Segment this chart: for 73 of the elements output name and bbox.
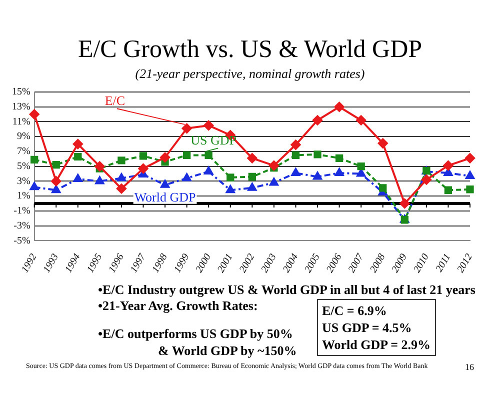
chart-subtitle: (21-year perspective, nominal growth rates) xyxy=(134,66,366,82)
point xyxy=(29,109,40,120)
point xyxy=(139,152,148,160)
point xyxy=(118,156,126,164)
point xyxy=(312,115,323,126)
text: 16 xyxy=(465,362,474,372)
y-tick-label: 5% xyxy=(16,160,30,172)
point xyxy=(160,152,170,162)
point xyxy=(226,174,234,182)
point xyxy=(204,166,214,175)
point xyxy=(247,153,258,164)
series-label: World GDP xyxy=(134,189,196,204)
point xyxy=(182,151,191,160)
point xyxy=(443,160,454,171)
point xyxy=(182,173,192,182)
point xyxy=(52,161,60,169)
text: •21-Year Avg. Growth Rates: xyxy=(98,298,258,314)
y-tick-label: 11% xyxy=(12,116,30,128)
y-tick-label: 15% xyxy=(12,86,30,98)
point xyxy=(400,216,408,224)
point xyxy=(378,138,388,148)
point xyxy=(226,185,235,194)
point xyxy=(30,182,39,190)
point xyxy=(95,176,104,184)
point xyxy=(248,172,256,181)
point xyxy=(182,123,192,134)
text: •E/C Industry outgrew US & World GDP in all but 4 of last 21 years xyxy=(98,282,476,298)
point xyxy=(444,186,452,194)
y-tick-label: -1% xyxy=(14,206,30,217)
point xyxy=(292,151,300,160)
point xyxy=(400,198,410,209)
point xyxy=(291,168,300,176)
point xyxy=(94,161,105,172)
point xyxy=(160,180,170,188)
y-tick-label: 3% xyxy=(16,176,30,187)
point xyxy=(466,171,474,180)
point xyxy=(73,174,82,182)
y-tick-label: 13% xyxy=(12,101,30,112)
point xyxy=(334,168,344,176)
y-tick-label: 9% xyxy=(16,131,30,142)
y-tick-label: -3% xyxy=(14,220,30,232)
point xyxy=(314,150,322,158)
point xyxy=(421,174,432,185)
point xyxy=(313,172,322,180)
series-label: US GDP xyxy=(190,132,236,148)
point xyxy=(117,173,126,182)
point xyxy=(465,153,475,164)
y-tick-label: -5% xyxy=(14,235,30,246)
point xyxy=(204,151,212,160)
text: E/C = 6.9% US GDP = 4.5% World GDP = 2.9% xyxy=(317,299,436,356)
point xyxy=(379,184,387,192)
point xyxy=(356,115,366,126)
point xyxy=(290,140,301,150)
text: •E/C outperforms US GDP by 50% & World GDP by ~150% xyxy=(98,325,297,359)
point xyxy=(269,178,278,186)
point xyxy=(74,152,82,161)
point xyxy=(116,184,126,194)
chart-title: E/C Growth vs. US & World GDP xyxy=(76,36,424,64)
point xyxy=(248,182,257,191)
point xyxy=(334,102,344,112)
point xyxy=(72,139,83,150)
y-tick-label: 1% xyxy=(16,190,30,202)
point xyxy=(466,186,474,194)
point xyxy=(357,162,365,170)
point xyxy=(268,160,279,171)
point xyxy=(52,185,61,194)
point xyxy=(51,176,62,186)
point xyxy=(204,120,214,130)
text: E/C xyxy=(104,93,126,108)
point xyxy=(30,156,38,164)
y-tick-label: 7% xyxy=(16,146,30,158)
point xyxy=(335,154,344,162)
point xyxy=(138,164,148,174)
